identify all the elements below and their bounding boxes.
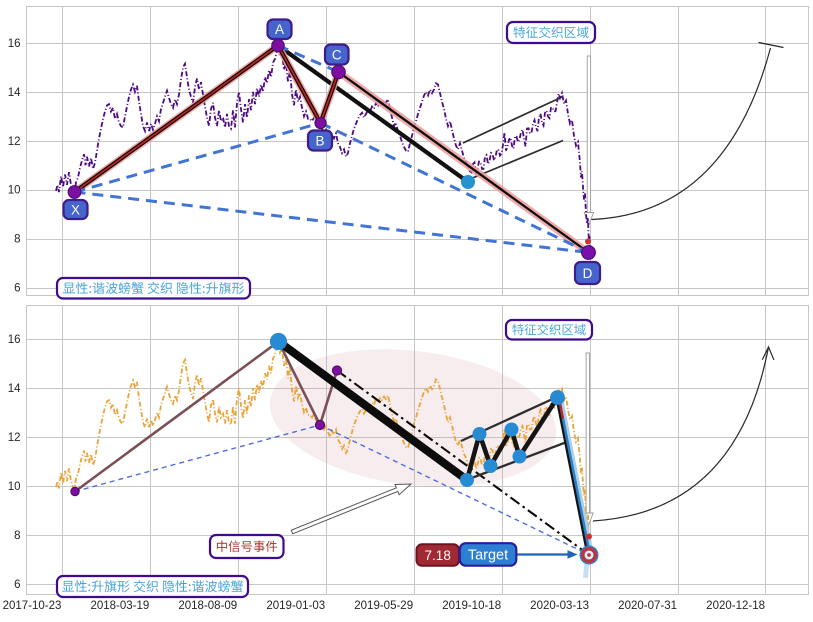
svg-text:2018-08-09: 2018-08-09 xyxy=(178,600,237,612)
svg-text:14: 14 xyxy=(8,383,21,395)
svg-text:8: 8 xyxy=(14,530,20,542)
svg-text:B: B xyxy=(315,133,324,148)
svg-text:6: 6 xyxy=(14,579,20,591)
svg-text:12: 12 xyxy=(8,136,21,148)
svg-text:2017-10-23: 2017-10-23 xyxy=(3,600,62,612)
svg-text:2019-01-03: 2019-01-03 xyxy=(266,600,325,612)
svg-text:A: A xyxy=(275,22,284,37)
svg-text:2019-10-18: 2019-10-18 xyxy=(442,600,501,612)
svg-text:2020-07-31: 2020-07-31 xyxy=(618,600,677,612)
svg-text:16: 16 xyxy=(8,38,21,50)
svg-text:2020-03-13: 2020-03-13 xyxy=(530,600,589,612)
svg-text:2018-03-19: 2018-03-19 xyxy=(90,600,149,612)
svg-text:C: C xyxy=(332,47,342,62)
svg-text:12: 12 xyxy=(8,432,21,444)
svg-text:14: 14 xyxy=(8,87,21,99)
svg-text:D: D xyxy=(583,266,593,281)
svg-text:2020-12-18: 2020-12-18 xyxy=(706,600,765,612)
svg-text:X: X xyxy=(71,202,80,217)
svg-text:10: 10 xyxy=(8,185,21,197)
svg-text:16: 16 xyxy=(8,334,21,346)
svg-text:8: 8 xyxy=(14,234,20,246)
svg-text:6: 6 xyxy=(14,283,20,295)
svg-text:2019-05-29: 2019-05-29 xyxy=(354,600,413,612)
svg-text:7.18: 7.18 xyxy=(425,548,451,563)
svg-text:10: 10 xyxy=(8,481,21,493)
svg-text:Target: Target xyxy=(468,548,508,564)
